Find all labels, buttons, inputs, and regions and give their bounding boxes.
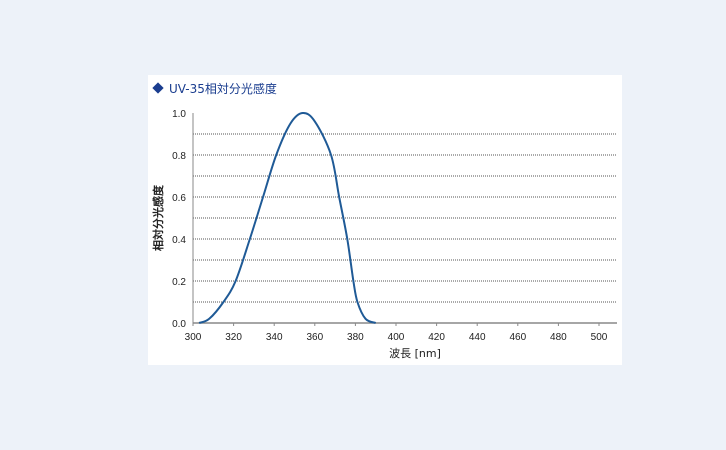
chart-title: UV-35相対分光感度: [152, 80, 277, 97]
y-tick-label: 0.4: [172, 235, 186, 246]
x-tick-label: 480: [550, 332, 567, 343]
x-tick-label: 360: [306, 332, 323, 343]
x-tick-label: 440: [469, 332, 486, 343]
x-tick-label: 460: [509, 332, 526, 343]
chart-title-text: UV-35相対分光感度: [169, 82, 277, 96]
x-tick-label: 420: [428, 332, 445, 343]
y-tick-label: 0.0: [172, 319, 186, 330]
chart-panel: [148, 75, 622, 365]
x-axis-label: 波長 [nm]: [389, 347, 441, 360]
x-tick-label: 340: [266, 332, 283, 343]
x-tick-label: 500: [591, 332, 608, 343]
x-tick-label: 380: [347, 332, 364, 343]
y-tick-label: 0.6: [172, 193, 186, 204]
y-tick-label: 0.2: [172, 277, 186, 288]
y-tick-label: 1.0: [172, 109, 186, 120]
x-tick-label: 320: [225, 332, 242, 343]
y-axis-label: 相対分光感度: [151, 184, 165, 251]
series-line: [198, 111, 377, 324]
x-tick-label: 300: [185, 332, 202, 343]
x-tick-label: 400: [388, 332, 405, 343]
y-tick-label: 0.8: [172, 151, 186, 162]
